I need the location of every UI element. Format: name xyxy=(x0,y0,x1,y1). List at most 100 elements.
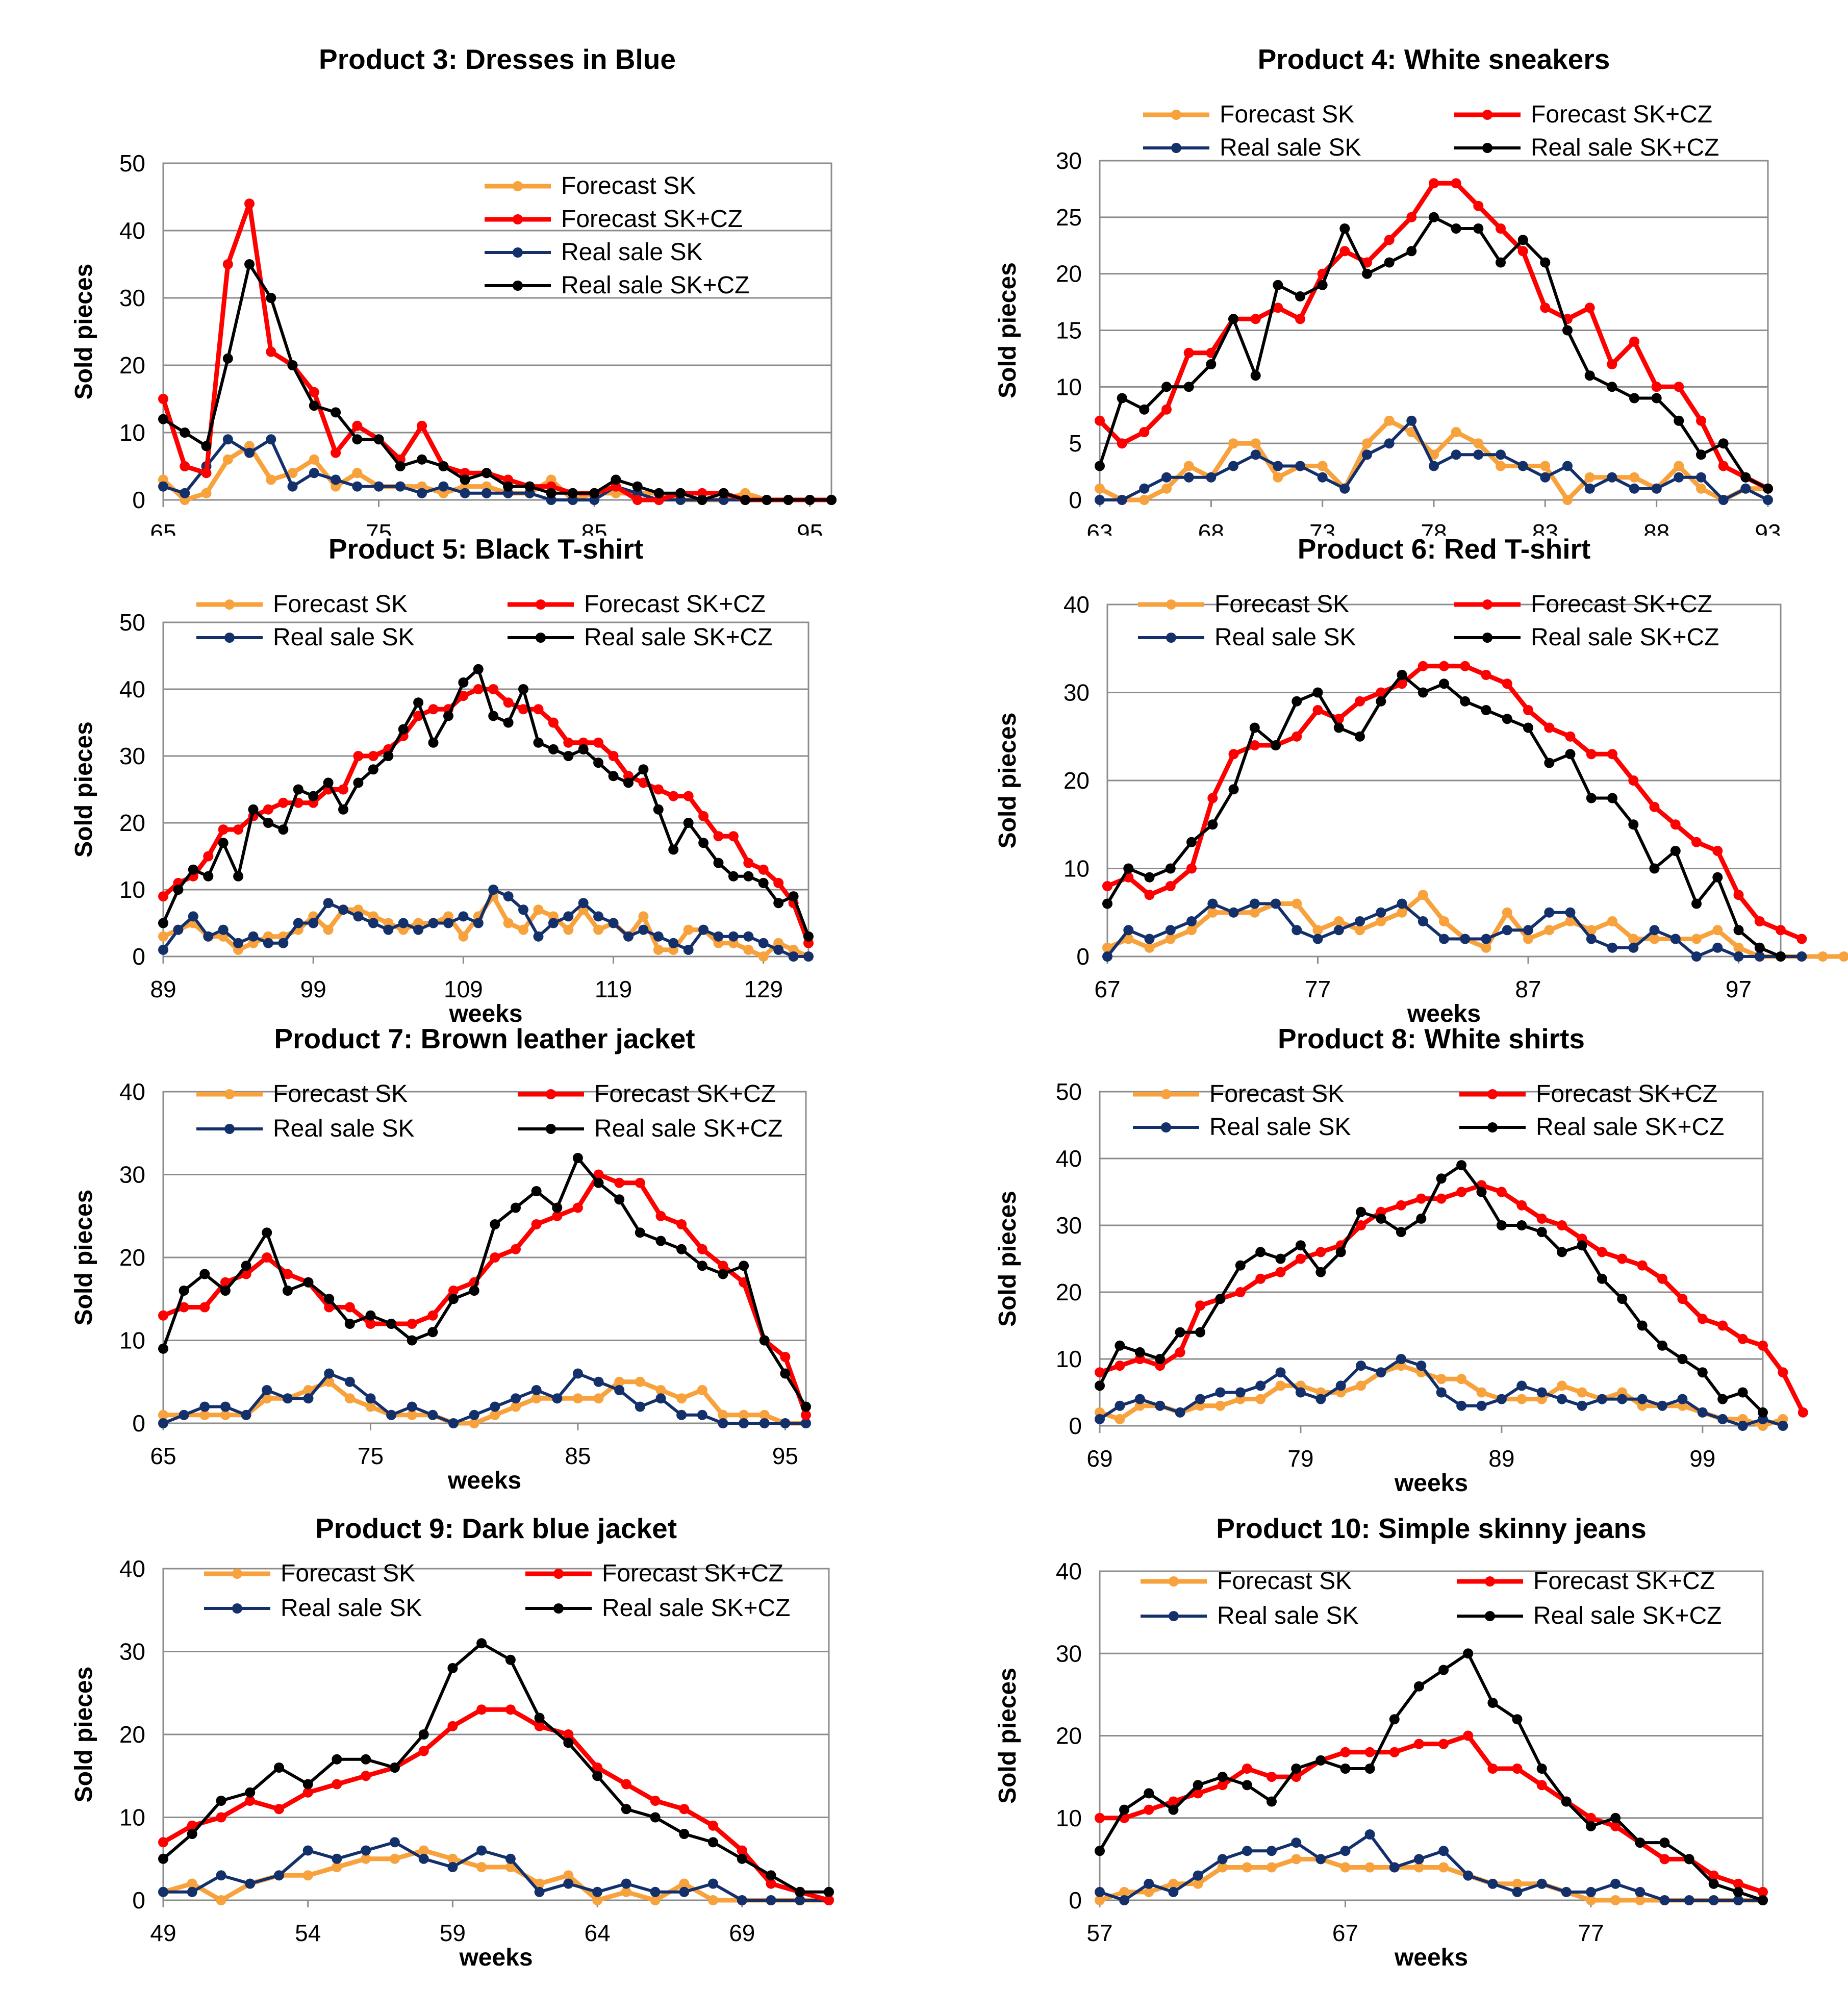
data-point xyxy=(503,481,514,492)
data-point xyxy=(1540,461,1551,471)
data-point xyxy=(679,1878,690,1889)
data-point xyxy=(1584,483,1595,494)
data-point xyxy=(1684,1854,1694,1865)
data-point xyxy=(1217,1780,1228,1791)
data-point xyxy=(1557,1380,1567,1391)
data-point xyxy=(418,1729,429,1740)
data-point xyxy=(1406,212,1417,222)
data-point xyxy=(780,1352,791,1362)
data-point xyxy=(803,951,814,962)
data-point xyxy=(476,1862,487,1872)
data-point xyxy=(759,1409,770,1420)
data-point xyxy=(1295,314,1305,324)
x-tick-label: 68 xyxy=(1198,519,1224,536)
data-point xyxy=(1670,846,1681,856)
data-point xyxy=(1315,1854,1326,1865)
data-point xyxy=(1651,393,1662,404)
data-point xyxy=(1396,1200,1406,1211)
data-point xyxy=(653,944,664,955)
data-point xyxy=(1235,1260,1246,1271)
data-point xyxy=(1249,907,1260,918)
data-point xyxy=(1413,1854,1424,1865)
data-point xyxy=(324,1376,335,1387)
legend-label: Forecast SK xyxy=(561,172,696,199)
legend-label: Real sale SK+CZ xyxy=(1531,134,1719,161)
data-point xyxy=(655,1236,666,1246)
data-point xyxy=(1417,687,1428,698)
data-point xyxy=(241,1261,251,1271)
data-point xyxy=(1561,1886,1572,1897)
data-point xyxy=(1165,925,1176,936)
data-point xyxy=(1733,1895,1743,1905)
data-point xyxy=(1776,925,1786,936)
data-point xyxy=(758,938,769,948)
data-point xyxy=(1249,722,1260,733)
data-point xyxy=(332,1779,342,1790)
data-point xyxy=(1544,758,1555,768)
data-point xyxy=(418,1845,429,1856)
legend-label: Real sale SK+CZ xyxy=(594,1115,783,1142)
data-point xyxy=(1206,359,1217,369)
x-axis-label: weeks xyxy=(1394,1944,1468,1971)
data-point xyxy=(1095,461,1105,471)
data-point xyxy=(1168,1878,1179,1889)
data-point xyxy=(780,1368,791,1379)
legend-item-real-sale-sk: Real sale SK xyxy=(485,239,702,266)
data-point xyxy=(1102,881,1112,891)
data-point xyxy=(344,1376,355,1387)
legend-item-forecast-sk-cz: Forecast SK+CZ xyxy=(1454,101,1712,128)
series-real-sale-sk xyxy=(1095,1829,1768,1905)
data-point xyxy=(1516,1220,1527,1230)
data-point xyxy=(1617,1294,1628,1304)
data-point xyxy=(1333,916,1344,926)
data-point xyxy=(1798,1407,1808,1418)
legend-item-real-sale-sk: Real sale SK xyxy=(204,1595,422,1622)
data-point xyxy=(1095,1886,1105,1897)
y-tick-label: 50 xyxy=(119,150,145,177)
data-point xyxy=(1273,461,1283,471)
data-point xyxy=(352,468,363,479)
data-point xyxy=(1758,1340,1768,1351)
data-point xyxy=(188,864,198,875)
data-point xyxy=(511,1393,521,1404)
data-point xyxy=(180,488,190,498)
data-point xyxy=(780,1418,791,1428)
legend-marker xyxy=(224,1089,235,1099)
data-point xyxy=(220,1401,231,1412)
data-point xyxy=(218,824,229,835)
data-point xyxy=(698,924,709,935)
data-point xyxy=(676,1244,687,1254)
data-point xyxy=(1460,934,1471,944)
data-point xyxy=(1193,1870,1203,1881)
data-point xyxy=(1102,898,1112,909)
data-point xyxy=(1095,1414,1105,1424)
data-point xyxy=(1333,722,1344,733)
series-real-sale-sk-cz xyxy=(158,1153,811,1412)
legend-marker xyxy=(1169,1611,1179,1621)
data-point xyxy=(668,844,679,855)
data-point xyxy=(1095,1812,1105,1823)
data-point xyxy=(739,1418,749,1428)
data-point xyxy=(1502,907,1512,918)
data-point xyxy=(708,1837,718,1848)
data-point xyxy=(1476,1400,1487,1411)
y-axis-label: Sold pieces xyxy=(994,1191,1021,1327)
series-line xyxy=(162,1156,807,1408)
data-point xyxy=(593,1177,604,1188)
data-point xyxy=(1561,1796,1572,1807)
data-point xyxy=(708,1878,718,1889)
data-point xyxy=(676,1409,687,1420)
y-tick-label: 30 xyxy=(119,1639,145,1665)
data-point xyxy=(352,481,363,492)
data-point xyxy=(476,1638,487,1649)
series-forecast-sk xyxy=(158,891,814,962)
data-point xyxy=(368,918,378,928)
series-real-sale-sk xyxy=(1095,1354,1788,1431)
data-point xyxy=(1586,1886,1596,1897)
y-tick-label: 20 xyxy=(119,810,145,836)
data-point xyxy=(728,871,739,882)
data-point xyxy=(1586,934,1597,944)
data-point xyxy=(1335,1247,1346,1257)
x-axis-label: weeks xyxy=(448,1000,522,1025)
